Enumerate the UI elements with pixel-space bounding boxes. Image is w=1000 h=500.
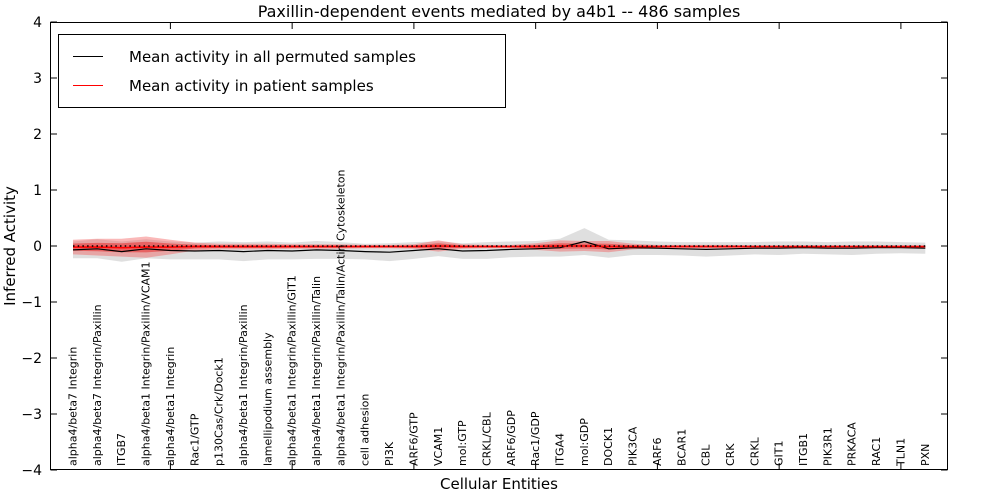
x-category-label: ITGB1 [797,433,810,466]
y-tick-label: 1 [33,183,42,199]
x-category-label: ARF6/GTP [407,412,420,466]
y-tick-label: −3 [21,407,42,423]
y-tick-label: 0 [33,239,42,255]
x-category-label: RAC1 [870,437,883,466]
x-category-label: Rac1/GTP [188,413,201,466]
permuted-std-band [73,228,926,262]
x-category-label: ARF6/GDP [505,410,518,466]
x-category-label: lamellipodium assembly [261,332,274,466]
x-category-label: CRK [724,443,737,466]
x-category-label: CRKL/CBL [480,411,493,466]
x-category-label: VCAM1 [432,427,445,466]
x-category-label: alpha4/beta1 Integrin/Paxillin/GIT1 [286,275,299,466]
x-category-label: BCAR1 [675,429,688,466]
legend-entry-patient: Mean activity in patient samples [73,71,493,100]
x-category-label: alpha4/beta7 Integrin/Paxillin [91,304,104,466]
x-category-label: PXN [919,444,932,466]
legend-label-permuted: Mean activity in all permuted samples [129,47,416,66]
y-tick-label: −1 [21,295,42,311]
y-tick-label: −2 [21,351,42,367]
legend-line-permuted [73,56,103,57]
legend-entry-permuted: Mean activity in all permuted samples [73,42,493,71]
x-category-label: ITGB7 [115,433,128,466]
x-category-label: alpha4/beta1 Integrin [164,347,177,466]
x-category-label: TLN1 [894,438,907,467]
x-category-label: ARF6 [651,438,664,467]
x-category-label: mol:GDP [578,418,591,466]
permuted-mean-line [72,240,926,253]
x-category-label: alpha4/beta1 Integrin/Paxillin/Talin/Act… [334,169,347,466]
y-tick-label: 4 [33,15,42,31]
x-category-label: PI3K [383,441,396,466]
legend-line-patient [73,85,103,86]
x-category-label: CRKL [748,436,761,466]
x-category-label: cell adhesion [359,394,372,466]
legend-label-patient: Mean activity in patient samples [129,76,374,95]
x-category-label: alpha4/beta7 Integrin [67,347,80,466]
y-tick-label: −4 [21,463,42,479]
x-category-label: GIT1 [773,441,786,467]
x-category-label: DOCK1 [602,427,615,466]
x-category-label: alpha4/beta1 Integrin/Paxillin/Talin [310,276,323,466]
y-tick-label: 3 [33,71,42,87]
x-category-label: p130Cas/Crk/Dock1 [213,357,226,466]
x-category-label: PIK3R1 [821,427,834,466]
x-category-label: PRKACA [846,422,859,466]
x-category-label: Rac1/GDP [529,411,542,466]
chart-title: Paxillin-dependent events mediated by a4… [257,2,741,21]
y-axis-label: Inferred Activity [1,186,19,306]
x-category-label: CBL [700,444,713,466]
x-category-label: alpha4/beta1 Integrin/Paxillin [237,304,250,466]
x-category-label: mol:GTP [456,420,469,466]
x-category-label: alpha4/beta1 Integrin/Paxillin/VCAM1 [140,261,153,466]
x-category-label: ITGA4 [554,433,567,466]
y-tick-label: 2 [33,127,42,143]
x-category-label: PIK3CA [627,426,640,466]
legend: Mean activity in all permuted samples Me… [58,34,506,108]
x-axis-label: Cellular Entities [440,475,558,493]
